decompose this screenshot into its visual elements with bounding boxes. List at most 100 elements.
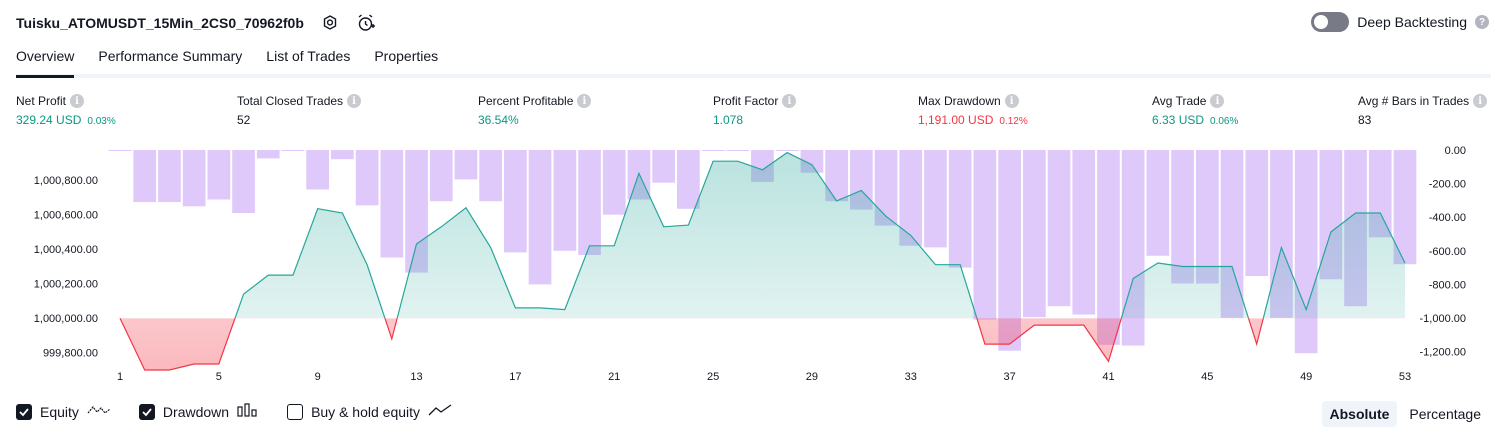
drawdown-bar <box>948 150 972 268</box>
drawdown-bar <box>701 150 725 151</box>
info-icon[interactable]: i <box>782 94 797 108</box>
drawdown-bar <box>355 150 379 206</box>
x-tick-label: 1 <box>117 371 123 383</box>
metric-label: Total Closed Trades <box>237 94 344 108</box>
metric-label: Max Drawdown <box>918 94 1001 108</box>
left-tick-label: 999,800.00 <box>43 348 98 360</box>
right-tick-label: -1,200.00 <box>1420 347 1466 359</box>
deep-backtesting-label: Deep Backtesting <box>1357 14 1467 30</box>
equity-area <box>119 151 1406 371</box>
drawdown-bar <box>1245 150 1269 276</box>
drawdown-bar <box>1146 150 1170 256</box>
drawdown-bar <box>1023 150 1046 318</box>
checkbox-drawdown[interactable] <box>138 403 155 420</box>
drawdown-bar <box>232 150 255 213</box>
metric-label: Profit Factor <box>713 94 779 108</box>
tab-properties[interactable]: Properties <box>374 48 439 64</box>
legend-drawdown[interactable]: Drawdown <box>138 403 259 420</box>
x-tick-label: 13 <box>410 371 422 383</box>
drawdown-bar <box>874 150 898 226</box>
left-tick-label: 1,000,000.00 <box>34 313 98 325</box>
settings-icon[interactable] <box>320 13 340 33</box>
left-tick-label: 1,000,800.00 <box>34 175 98 187</box>
drawdown-bar <box>775 150 799 151</box>
percentage-button[interactable]: Percentage <box>1409 406 1481 422</box>
legend-buy-hold[interactable]: Buy & hold equity <box>287 403 452 420</box>
left-tick-label: 1,000,600.00 <box>34 210 98 222</box>
equity-drawdown-chart[interactable]: 999,800.00 1,000,000.00 1,000,200.00 1,000,… <box>0 140 1507 395</box>
drawdown-bar <box>380 150 404 258</box>
legend-buy-hold-label: Buy & hold equity <box>311 403 421 420</box>
absolute-button[interactable]: Absolute <box>1321 401 1398 427</box>
drawdown-bar <box>924 150 947 248</box>
drawdown-bar <box>207 150 231 200</box>
right-tick-label: 0.00 <box>1445 145 1466 157</box>
drawdown-bar <box>578 150 601 255</box>
x-tick-label: 53 <box>1399 371 1411 383</box>
x-tick-label: 49 <box>1300 371 1312 383</box>
drawdown-bar <box>1072 150 1096 315</box>
info-icon[interactable]: i <box>1210 94 1225 108</box>
x-tick-label: 5 <box>216 371 222 383</box>
deep-backtesting-control: Deep Backtesting ? <box>1311 12 1489 32</box>
x-tick-label: 17 <box>509 371 521 383</box>
drawdown-bar <box>998 150 1021 351</box>
tab-overview[interactable]: Overview <box>16 44 86 78</box>
drawdown-bar <box>158 150 181 203</box>
drawdown-bar <box>281 150 305 151</box>
equity-area-positive <box>235 152 1405 319</box>
drawdown-bar <box>652 150 675 183</box>
x-tick-label: 37 <box>1003 371 1015 383</box>
info-icon[interactable]: i <box>347 94 362 108</box>
drawdown-bar <box>553 150 577 251</box>
drawdown-bar <box>973 150 997 320</box>
metric-net-profit: Net Profit i 329.24 USD 0.03% <box>16 92 116 127</box>
drawdown-bar <box>331 150 354 160</box>
help-icon[interactable]: ? <box>1475 15 1489 29</box>
drawdown-bar <box>1393 150 1417 265</box>
tab-performance-summary[interactable]: Performance Summary <box>98 48 243 64</box>
legend-equity[interactable]: Equity <box>16 403 111 420</box>
metric-value: 52 <box>237 113 251 127</box>
right-tick-label: -400.00 <box>1429 212 1466 224</box>
info-icon[interactable]: i <box>70 94 85 108</box>
metric-label: Avg Trade <box>1152 94 1207 108</box>
tab-bar: Overview Performance Summary List of Tra… <box>16 44 1491 78</box>
drawdown-bar <box>1294 150 1318 354</box>
drawdown-bar <box>454 150 478 180</box>
view-mode-switch: Absolute Percentage <box>1321 401 1490 427</box>
chart-legend: Equity Drawdown Buy & hold equity <box>16 403 480 420</box>
alarm-add-icon[interactable] <box>356 13 376 33</box>
drawdown-bar <box>429 150 453 202</box>
drawdown-bar <box>825 150 848 202</box>
drawdown-bars <box>108 150 1417 354</box>
x-tick-label: 25 <box>707 371 719 383</box>
x-tick-label: 29 <box>806 371 818 383</box>
deep-backtesting-toggle[interactable] <box>1311 12 1350 32</box>
checkbox-buy-hold[interactable] <box>287 403 304 420</box>
equity-line-icon <box>87 403 111 420</box>
drawdown-bar <box>602 150 626 215</box>
metric-value: 83 <box>1358 113 1372 127</box>
metric-avg-bars-in-trades: Avg # Bars in Trades i 83 <box>1358 92 1488 127</box>
drawdown-bar <box>1097 150 1120 345</box>
legend-drawdown-label: Drawdown <box>162 403 230 420</box>
drawdown-bar <box>306 150 329 190</box>
metric-value: 6.33 USD <box>1152 113 1205 127</box>
x-tick-label: 9 <box>315 371 321 383</box>
metric-value: 36.54% <box>478 113 519 127</box>
metric-label: Percent Profitable <box>478 94 574 108</box>
drawdown-bar <box>133 150 157 203</box>
metric-avg-trade: Avg Trade i 6.33 USD 0.06% <box>1152 92 1238 127</box>
info-icon[interactable]: i <box>577 94 592 108</box>
x-tick-label: 41 <box>1102 371 1114 383</box>
checkbox-equity[interactable] <box>16 403 32 420</box>
tab-list-of-trades[interactable]: List of Trades <box>266 48 351 64</box>
info-icon[interactable]: i <box>1473 94 1488 108</box>
strategy-title: Tuisku_ATOMUSDT_15Min_2CS0_70962f0b <box>16 15 304 31</box>
info-icon[interactable]: i <box>1004 94 1019 108</box>
metric-percent-profitable: Percent Profitable i 36.54% <box>478 92 592 127</box>
strategy-header: Tuisku_ATOMUSDT_15Min_2CS0_70962f0b <box>16 8 376 38</box>
x-tick-label: 21 <box>608 371 620 383</box>
drawdown-bar <box>1047 150 1071 307</box>
